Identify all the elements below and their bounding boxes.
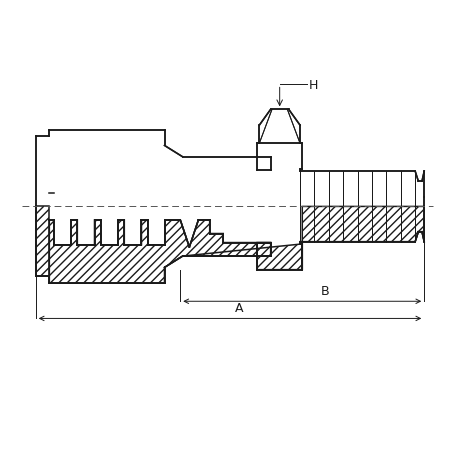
Polygon shape <box>182 243 302 270</box>
Polygon shape <box>299 207 423 270</box>
Text: H: H <box>308 79 318 92</box>
Polygon shape <box>49 220 270 284</box>
Polygon shape <box>36 207 49 277</box>
Text: B: B <box>320 284 329 297</box>
Polygon shape <box>36 110 423 207</box>
Text: A: A <box>234 301 243 314</box>
